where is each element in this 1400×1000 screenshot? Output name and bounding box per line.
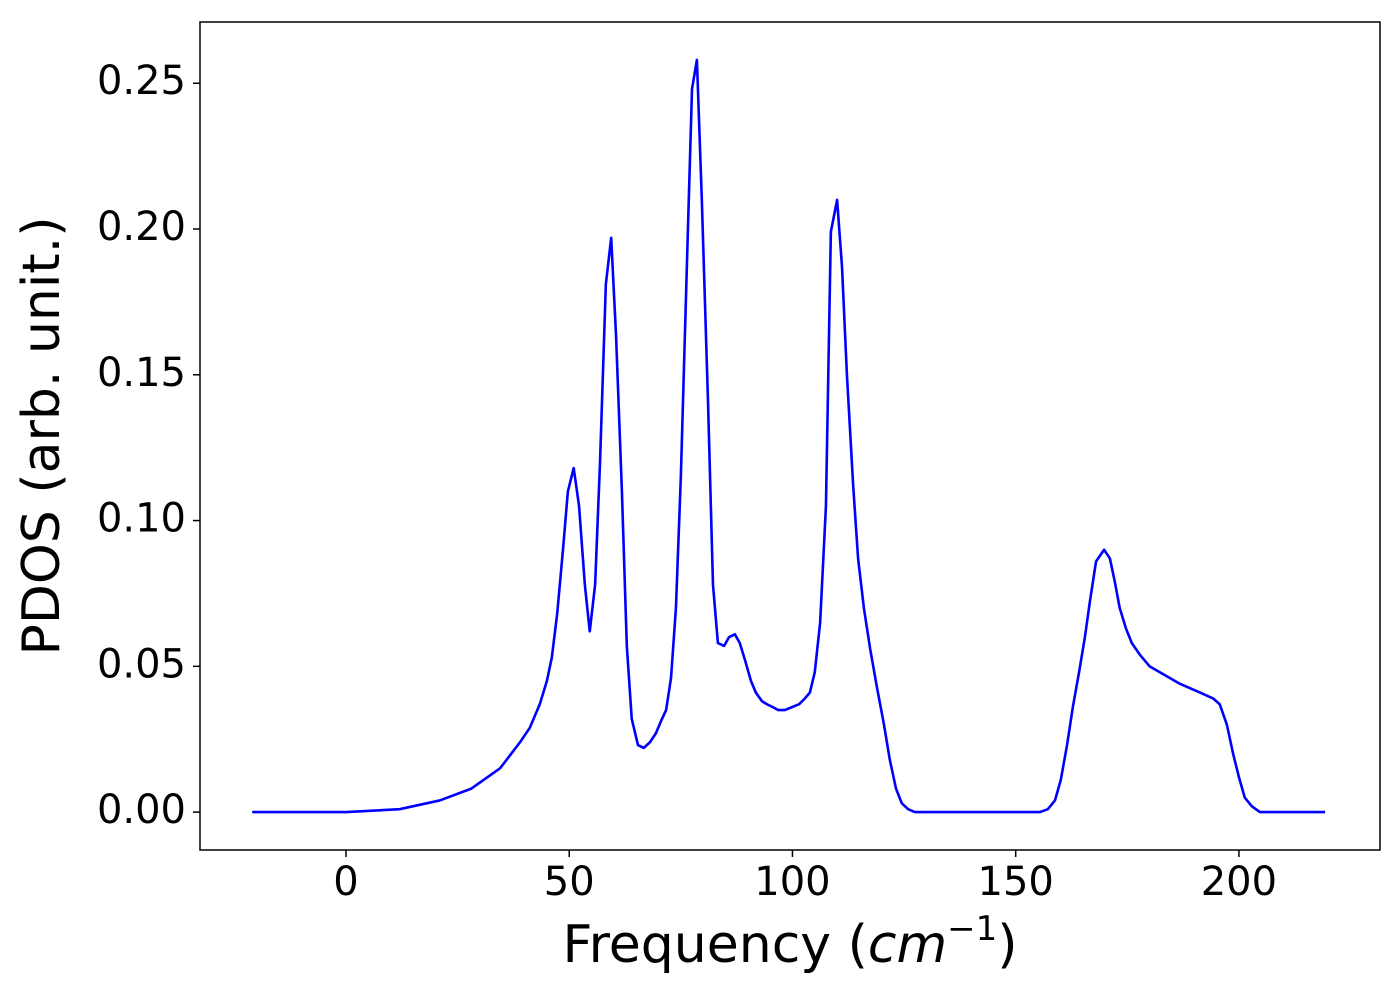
y-tick-label: 0.05 <box>97 641 186 687</box>
x-axis-label: Frequency (cm−1) <box>562 909 1017 976</box>
data-line <box>252 58 1326 814</box>
x-tick-label: 50 <box>544 859 595 905</box>
x-label-text: Frequency ( <box>562 915 867 975</box>
x-tick-label: 100 <box>754 859 830 905</box>
x-label-unit: cm <box>868 915 947 975</box>
x-label-close: ) <box>997 915 1017 975</box>
y-tick-label: 0.10 <box>97 496 186 542</box>
x-tick-label: 200 <box>1201 859 1277 905</box>
x-label-exponent: −1 <box>947 909 997 949</box>
y-tick-label: 0.15 <box>97 350 186 396</box>
x-tick-label: 150 <box>978 859 1054 905</box>
y-tick-label: 0.00 <box>97 787 186 833</box>
y-axis-label: PDOS (arb. unit.) <box>12 216 72 655</box>
y-tick-label: 0.25 <box>97 58 186 104</box>
plot-frame <box>199 21 1381 851</box>
y-tick-label: 0.20 <box>97 204 186 250</box>
x-tick-label: 0 <box>333 859 358 905</box>
